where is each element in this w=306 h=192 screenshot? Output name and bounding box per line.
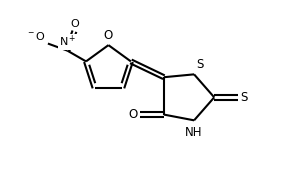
Text: O: O — [104, 29, 113, 42]
Text: NH: NH — [185, 126, 203, 138]
Text: S: S — [240, 91, 248, 104]
Text: S: S — [196, 58, 204, 71]
Text: N$^+$: N$^+$ — [58, 34, 76, 50]
Text: $^-$O: $^-$O — [26, 30, 47, 42]
Text: O: O — [129, 108, 138, 121]
Text: O: O — [70, 19, 79, 29]
